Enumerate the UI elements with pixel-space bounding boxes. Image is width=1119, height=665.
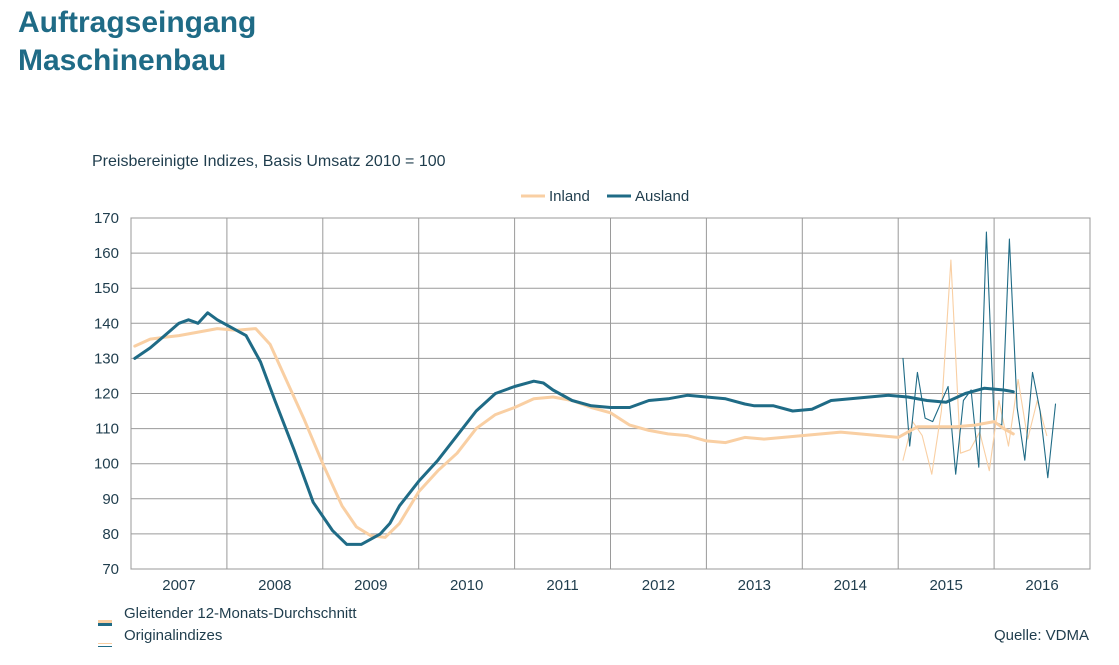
y-tick-label: 130 bbox=[94, 350, 119, 367]
original-swatch bbox=[98, 634, 112, 647]
chart-title: Auftragseingang Maschinenbau bbox=[18, 4, 256, 80]
x-tick-label: 2009 bbox=[354, 577, 387, 594]
y-tick-label: 170 bbox=[94, 210, 119, 227]
y-tick-label: 160 bbox=[94, 245, 119, 262]
y-tick-label: 120 bbox=[94, 386, 119, 403]
y-tick-label: 80 bbox=[102, 526, 119, 543]
y-tick-label: 70 bbox=[102, 561, 119, 578]
x-tick-label: 2014 bbox=[834, 577, 867, 594]
chart-subtitle: Preisbereinigte Indizes, Basis Umsatz 20… bbox=[92, 153, 446, 170]
x-tick-label: 2008 bbox=[258, 577, 291, 594]
series-line-inland-moving-average bbox=[133, 327, 1015, 539]
legend-label-ausland: Ausland bbox=[635, 188, 689, 205]
y-tick-label: 100 bbox=[94, 456, 119, 473]
original-label: Originalindizes bbox=[124, 627, 223, 644]
x-tick-label: 2010 bbox=[450, 577, 483, 594]
title-line-1: Auftragseingang bbox=[18, 6, 257, 39]
moving-average-swatch bbox=[98, 612, 112, 626]
y-tick-label: 150 bbox=[94, 280, 119, 297]
x-tick-label: 2012 bbox=[642, 577, 675, 594]
y-tick-label: 110 bbox=[95, 421, 119, 438]
series-line-inland-original bbox=[902, 259, 1048, 475]
x-tick-label: 2007 bbox=[162, 577, 195, 594]
legend-label-inland: Inland bbox=[549, 188, 590, 205]
y-tick-label: 140 bbox=[94, 315, 119, 332]
y-tick-label: 90 bbox=[102, 491, 119, 508]
series-line-ausland-original bbox=[902, 231, 1057, 479]
source-note: Quelle: VDMA bbox=[993, 627, 1089, 644]
x-tick-label: 2015 bbox=[929, 577, 962, 594]
title-line-2: Maschinenbau bbox=[18, 44, 227, 77]
x-tick-label: 2016 bbox=[1025, 577, 1058, 594]
x-tick-label: 2011 bbox=[546, 577, 578, 594]
x-tick-label: 2013 bbox=[738, 577, 771, 594]
series-line-ausland-moving-average bbox=[133, 311, 1015, 546]
moving-average-label: Gleitender 12-Monats-Durchschnitt bbox=[124, 605, 357, 622]
